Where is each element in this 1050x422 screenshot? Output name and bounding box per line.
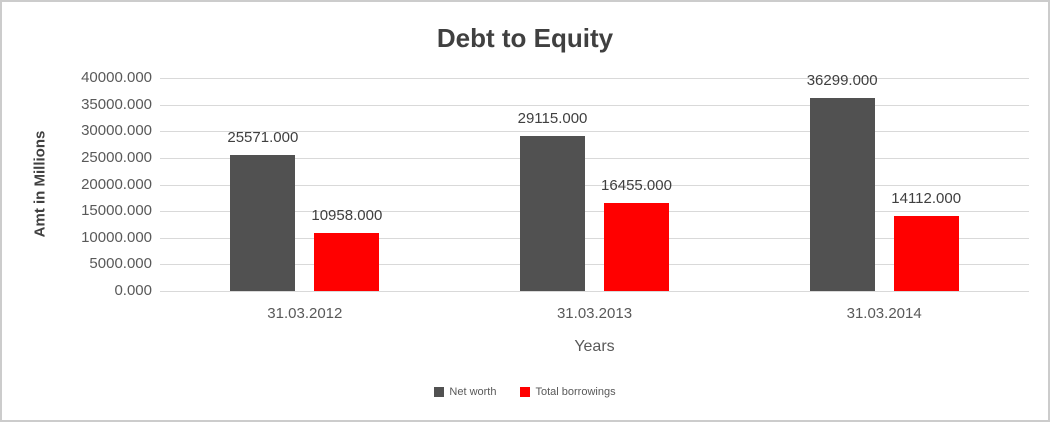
x-axis-tick-label: 31.03.2014 xyxy=(846,305,922,322)
data-label: 16455.000 xyxy=(601,177,672,195)
y-axis-tick-label: 5000.000 xyxy=(89,255,152,273)
x-axis-title: Years xyxy=(574,338,615,355)
gridline xyxy=(160,264,1029,266)
bar-rect xyxy=(230,154,296,291)
bar-group: 25571.000 10958.000 xyxy=(227,130,382,291)
bar-total-borrowings: 10958.000 xyxy=(311,208,382,291)
y-axis-tick-label: 35000.000 xyxy=(81,95,152,113)
legend-swatch-total-borrowings xyxy=(520,387,531,397)
bar-rect xyxy=(809,97,875,291)
legend-item-total-borrowings: Total borrowings xyxy=(520,386,616,398)
y-axis-tick-label: 15000.000 xyxy=(81,202,152,220)
gridline xyxy=(160,237,1029,239)
legend-item-net-worth: Net worth xyxy=(434,386,496,398)
gridline xyxy=(160,157,1029,159)
bar-group: 29115.000 16455.000 xyxy=(518,111,672,291)
bar-net-worth: 25571.000 xyxy=(227,130,298,291)
y-axis-tick-label: 40000.000 xyxy=(81,69,152,86)
gridline xyxy=(160,184,1029,186)
bar-total-borrowings: 14112.000 xyxy=(891,191,961,291)
data-label: 25571.000 xyxy=(227,128,299,146)
bar-net-worth: 36299.000 xyxy=(807,73,878,291)
bar-total-borrowings: 16455.000 xyxy=(601,178,672,291)
gridline xyxy=(160,131,1029,133)
y-axis-tick-labels: 40000.000 35000.000 30000.000 25000.000 2000… xyxy=(2,2,152,420)
gridline xyxy=(160,78,1029,79)
legend-swatch-net-worth xyxy=(434,387,445,397)
gridline xyxy=(160,211,1029,213)
bar-rect xyxy=(893,215,959,291)
data-label: 36299.000 xyxy=(806,71,878,89)
y-axis-tick-label: 0.000 xyxy=(114,282,152,299)
legend-label: Net worth xyxy=(449,386,497,398)
legend: Net worth Total borrowings xyxy=(2,386,1048,398)
data-label: 29115.000 xyxy=(517,110,588,127)
plot-area: 25571.000 10958.000 29115.000 16455.000 3629… xyxy=(160,73,1029,292)
bar-rect xyxy=(520,136,585,291)
y-axis-tick-label: 10000.000 xyxy=(81,228,152,246)
bar-group: 36299.000 14112.000 xyxy=(807,73,961,291)
bar-net-worth: 29115.000 xyxy=(518,111,587,291)
legend-label: Total borrowings xyxy=(535,386,616,398)
y-axis-tick-label: 20000.000 xyxy=(81,175,152,193)
chart-title: Debt to Equity xyxy=(436,23,614,53)
data-label: 14112.000 xyxy=(891,189,962,207)
x-axis-tick-label: 31.03.2012 xyxy=(267,305,343,322)
y-axis-tick-label: 30000.000 xyxy=(81,122,152,140)
data-label: 10958.000 xyxy=(311,206,383,224)
gridline xyxy=(160,104,1029,106)
gridline xyxy=(160,291,1029,292)
bar-rect xyxy=(604,203,669,291)
bar-rect xyxy=(314,232,380,291)
y-axis-tick-label: 25000.000 xyxy=(81,148,152,166)
x-axis-tick-label: 31.03.2013 xyxy=(556,305,633,322)
